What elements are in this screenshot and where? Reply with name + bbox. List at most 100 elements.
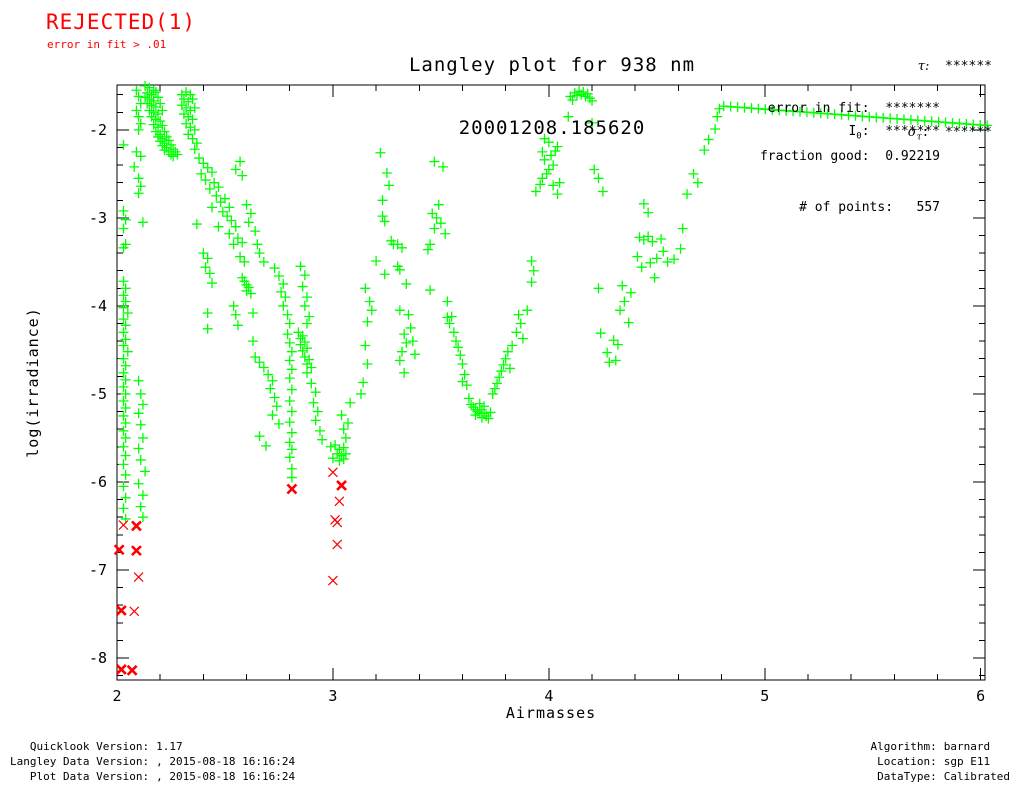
instrument-info-block: Algorithm: barnard Location: sgp E11 Dat… xyxy=(871,709,1010,786)
scatter-marker xyxy=(232,233,243,244)
scatter-marker xyxy=(453,342,464,353)
scatter-marker xyxy=(204,183,215,194)
scatter-marker xyxy=(157,105,168,116)
scatter-marker xyxy=(379,216,390,227)
scatter-marker xyxy=(429,156,440,167)
scatter-marker xyxy=(656,234,667,245)
scatter-marker xyxy=(133,124,144,135)
scatter-marker xyxy=(645,257,656,268)
scatter-marker xyxy=(433,199,444,210)
scatter-marker xyxy=(269,263,280,274)
scatter-marker xyxy=(554,177,565,188)
scatter-marker xyxy=(237,170,248,181)
rejected-marker xyxy=(131,545,142,557)
scatter-marker xyxy=(526,256,537,267)
scatter-marker xyxy=(250,226,261,237)
scatter-marker xyxy=(146,89,157,100)
scatter-marker xyxy=(535,179,546,190)
scatter-marker xyxy=(703,134,714,145)
scatter-marker xyxy=(243,217,254,228)
scatter-marker xyxy=(140,80,151,91)
scatter-marker xyxy=(360,283,371,294)
scatter-marker xyxy=(427,208,438,219)
rejected-marker xyxy=(334,496,345,507)
scatter-marker xyxy=(457,359,468,370)
scatter-marker xyxy=(245,288,256,299)
scatter-marker xyxy=(140,92,151,103)
scatter-marker xyxy=(211,190,222,201)
scatter-marker xyxy=(120,450,131,461)
scatter-marker xyxy=(638,198,649,209)
scatter-marker xyxy=(688,168,699,179)
x-tick-label: 4 xyxy=(544,687,553,705)
scatter-marker xyxy=(120,334,131,345)
scatter-marker xyxy=(450,336,461,347)
scatter-marker xyxy=(593,173,604,184)
scatter-marker xyxy=(144,105,155,116)
scatter-marker xyxy=(282,309,293,320)
scatter-marker xyxy=(282,329,293,340)
scatter-marker xyxy=(286,346,297,357)
scatter-marker xyxy=(176,89,187,100)
scatter-marker xyxy=(213,182,224,193)
scatter-marker xyxy=(142,87,153,98)
axes-layer: 2 3 4 5 6 -2 -3 -4 -5 -6 -7 -8 Airmasses log(irradian… xyxy=(24,84,986,722)
scatter-marker xyxy=(334,444,345,455)
scatter-marker xyxy=(662,256,673,267)
scatter-marker xyxy=(636,262,647,273)
scatter-marker xyxy=(394,355,405,366)
scatter-marker xyxy=(133,91,144,102)
scatter-marker xyxy=(377,211,388,222)
scatter-marker xyxy=(248,307,259,318)
y-tick-label: -2 xyxy=(89,121,107,139)
scatter-marker xyxy=(466,399,477,410)
scatter-marker xyxy=(308,397,319,408)
scatter-marker xyxy=(273,418,284,429)
scatter-marker xyxy=(517,333,528,344)
scatter-marker xyxy=(407,336,418,347)
scatter-marker xyxy=(122,307,133,318)
rejected-marker xyxy=(131,520,142,532)
scatter-marker xyxy=(286,463,297,474)
scatter-marker xyxy=(286,427,297,438)
scatter-marker xyxy=(431,212,442,223)
scatter-marker xyxy=(589,164,600,175)
scatter-marker xyxy=(263,369,274,380)
scatter-marker xyxy=(548,180,559,191)
scatter-marker xyxy=(120,469,131,480)
scatter-marker xyxy=(120,374,131,385)
scatter-marker xyxy=(649,272,660,283)
footer-label: Langley Data Version: xyxy=(10,755,150,768)
scatter-marker xyxy=(269,392,280,403)
scatter-marker xyxy=(118,481,129,492)
scatter-marker xyxy=(295,339,306,350)
scatter-marker xyxy=(198,248,209,259)
fraction-good-label: fraction good: xyxy=(759,149,870,164)
scatter-marker xyxy=(146,111,157,122)
footer-value: , 2015-08-18 16:16:24 xyxy=(156,770,296,783)
rejected-marker xyxy=(327,575,338,586)
scatter-marker xyxy=(284,355,295,366)
scatter-marker xyxy=(278,278,289,289)
rejected-status: REJECTED(1) xyxy=(46,10,197,34)
scatter-marker xyxy=(187,133,198,144)
scatter-marker xyxy=(286,364,297,375)
points-count-label: # of points: xyxy=(799,200,894,215)
scatter-marker xyxy=(647,236,658,247)
scatter-marker xyxy=(615,305,626,316)
scatter-marker xyxy=(552,189,563,200)
scatter-marker xyxy=(202,162,213,173)
scatter-marker xyxy=(267,410,278,421)
scatter-marker xyxy=(278,300,289,311)
scatter-marker xyxy=(118,327,129,338)
rejected-marker xyxy=(332,539,343,550)
points-count-annotation: # of points: 557 xyxy=(799,200,940,215)
scatter-marker xyxy=(377,195,388,206)
scatter-marker xyxy=(228,239,239,250)
scatter-marker xyxy=(528,265,539,276)
scatter-marker xyxy=(137,217,148,228)
scatter-marker xyxy=(284,417,295,428)
scatter-marker xyxy=(435,218,446,229)
scatter-marker xyxy=(470,410,481,421)
